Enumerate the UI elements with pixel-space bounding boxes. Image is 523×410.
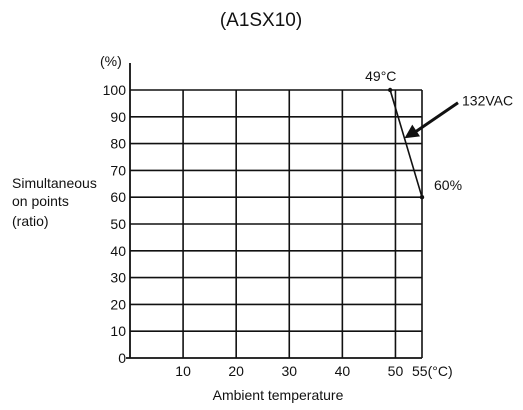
y-unit-label: (%) <box>100 53 122 69</box>
tick-labels: 0 10 20 30 40 50 60 70 80 90 100 10 20 30 40 50 55(°C) <box>103 82 453 379</box>
x-tick-label: 50 <box>388 363 404 379</box>
y-axis-label-line-1: Simultaneous <box>12 175 97 191</box>
y-tick-label: 40 <box>110 243 126 259</box>
y-tick-label: 60 <box>110 189 126 205</box>
grid <box>130 89 423 358</box>
y-tick-label: 10 <box>110 323 126 339</box>
y-axis-label-line-3: (ratio) <box>12 213 49 229</box>
y-tick-label: 90 <box>110 109 126 125</box>
y-tick-label: 80 <box>110 136 126 152</box>
series-point <box>419 195 425 200</box>
series-line <box>389 89 423 198</box>
y-tick-label: 0 <box>118 350 126 366</box>
chart-title: (A1SX10) <box>220 10 302 31</box>
arrow-head <box>404 124 421 139</box>
y-tick-label: 30 <box>110 270 126 286</box>
x-tick-label: 40 <box>335 363 351 379</box>
axes <box>126 63 422 359</box>
x-tick-label: 20 <box>228 363 244 379</box>
y-tick-label: 100 <box>103 82 127 98</box>
y-tick-label: 70 <box>110 162 126 178</box>
x-tick-label: 10 <box>175 363 191 379</box>
x-tick-label: 30 <box>281 363 297 379</box>
series-point <box>387 87 393 93</box>
series-layer: 132VAC <box>387 87 513 200</box>
x-axis-label: Ambient temperature <box>213 387 344 403</box>
arrow-shaft <box>409 101 459 137</box>
annotation-layer: 49°C 60% <box>365 68 462 193</box>
y-tick-label: 20 <box>110 296 126 312</box>
x-tick-label: 55(°C) <box>412 363 453 379</box>
annotation-label: 49°C <box>365 68 396 84</box>
series-name-label: 132VAC <box>462 93 513 109</box>
annotation-label: 60% <box>434 177 462 193</box>
y-tick-label: 50 <box>110 216 126 232</box>
y-axis-label-line-2: on points <box>12 193 69 209</box>
